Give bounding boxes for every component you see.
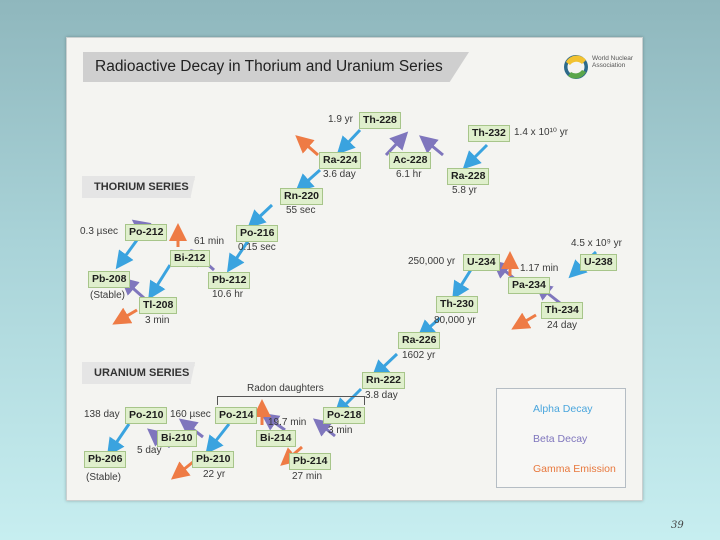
half-life-po218: 3 min [328,425,353,436]
nuclide-po214: Po-214 [215,407,258,424]
half-life-ra228: 5.8 yr [452,185,478,196]
thorium-series-label: THORIUM SERIES [82,176,195,198]
gamma-arrow [295,135,319,157]
alpha-arrow [247,203,274,229]
nuclide-th232: Th-232 [468,125,510,142]
nuclide-tl208: Tl-208 [139,297,178,314]
nuclide-ra228: Ra-228 [447,168,490,185]
nuclide-u238: U-238 [580,254,617,271]
half-life-u234: 250,000 yr [408,256,456,267]
alpha-arrow [148,264,172,300]
gamma-arrow [511,312,537,330]
half-life-pb208: (Stable) [90,290,126,301]
uranium-series-label: URANIUM SERIES [82,362,195,384]
nuclide-th230: Th-230 [436,296,478,313]
nuclide-bi212: Bi-212 [170,250,210,267]
legend-gamma-label: Gamma Emission [533,463,616,475]
half-life-th234: 24 day [547,320,578,331]
alpha-arrow [452,267,474,300]
nuclide-ra226: Ra-226 [398,332,441,349]
half-life-tl208: 3 min [145,315,170,326]
beta-arrow [384,131,409,157]
nuclide-bi214: Bi-214 [256,430,296,447]
half-life-ra226: 1602 yr [402,350,436,361]
nuclide-pb210: Pb-210 [192,451,235,468]
half-life-pb210: 22 yr [203,469,226,480]
page-number: 39 [671,520,684,531]
half-life-po210: 138 day [84,409,120,420]
nuclide-pb206: Pb-206 [84,451,127,468]
half-life-pb214: 27 min [292,471,323,482]
gamma-arrow [112,307,138,325]
nuclide-ac228: Ac-228 [389,152,432,169]
half-life-po214: 160 µsec [170,409,211,420]
nuclide-ra224: Ra-224 [319,152,362,169]
beta-arrow [312,418,336,438]
nuclide-po212: Po-212 [125,224,168,241]
half-life-bi210: 5 day [137,445,162,456]
radon-daughters-bracket [217,396,365,405]
half-life-pb206: (Stable) [86,472,122,483]
nuclide-po218: Po-218 [323,407,366,424]
half-life-po216: 0.15 sec [238,242,276,253]
nuclide-po216: Po-216 [236,225,279,242]
half-life-bi214: 19.7 min [268,417,307,428]
half-life-th232: 1.4 x 10¹⁰ yr [514,127,569,138]
title-banner [83,52,469,82]
alpha-arrow [115,239,139,270]
wna-logo-icon [564,55,588,79]
beta-arrow [419,135,444,157]
half-life-rn220: 55 sec [286,205,316,216]
wna-logo-text: World Nuclear Association [592,55,634,69]
nuclide-th234: Th-234 [541,302,583,319]
legend [496,388,626,488]
alpha-arrow [106,423,131,457]
alpha-arrow [336,128,362,155]
nuclide-pa234: Pa-234 [508,277,550,294]
nuclide-th228: Th-228 [359,112,401,129]
alpha-arrow [205,423,231,455]
nuclide-u234: U-234 [463,254,500,271]
alpha-arrow [227,240,250,273]
alpha-arrow [462,143,489,170]
legend-alpha-label: Alpha Decay [533,403,593,415]
gamma-arrow [170,460,194,480]
nuclide-pb208: Pb-208 [88,271,131,288]
half-life-ac228: 6.1 hr [396,169,422,180]
nuclide-pb212: Pb-212 [208,272,251,289]
half-life-rn222: 3.8 day [365,390,398,401]
nuclide-rn222: Rn-222 [362,372,406,389]
diagram-title: Radioactive Decay in Thorium and Uranium… [95,58,443,75]
nuclide-rn220: Rn-220 [280,188,324,205]
half-life-ra224: 3.6 day [323,169,356,180]
half-life-pb212: 10.6 hr [212,289,244,300]
half-life-u238: 4.5 x 10⁹ yr [571,238,622,249]
half-life-pa234: 1.17 min [520,263,559,274]
half-life-th230: 80,000 yr [434,315,476,326]
nuclide-po210: Po-210 [125,407,168,424]
radon-daughters-label: Radon daughters [247,383,324,394]
half-life-th228: 1.9 yr [328,114,354,125]
beta-arrow [260,412,286,432]
legend-beta-label: Beta Decay [533,433,588,445]
half-life-po212: 0.3 µsec [80,226,119,237]
alpha-arrow [295,168,321,192]
nuclide-bi210: Bi-210 [157,430,197,447]
half-life-bi212: 61 min [194,236,225,247]
alpha-arrow [371,352,399,379]
nuclide-pb214: Pb-214 [289,453,332,470]
alpha-arrow [417,316,441,338]
alpha-arrow [333,387,363,417]
